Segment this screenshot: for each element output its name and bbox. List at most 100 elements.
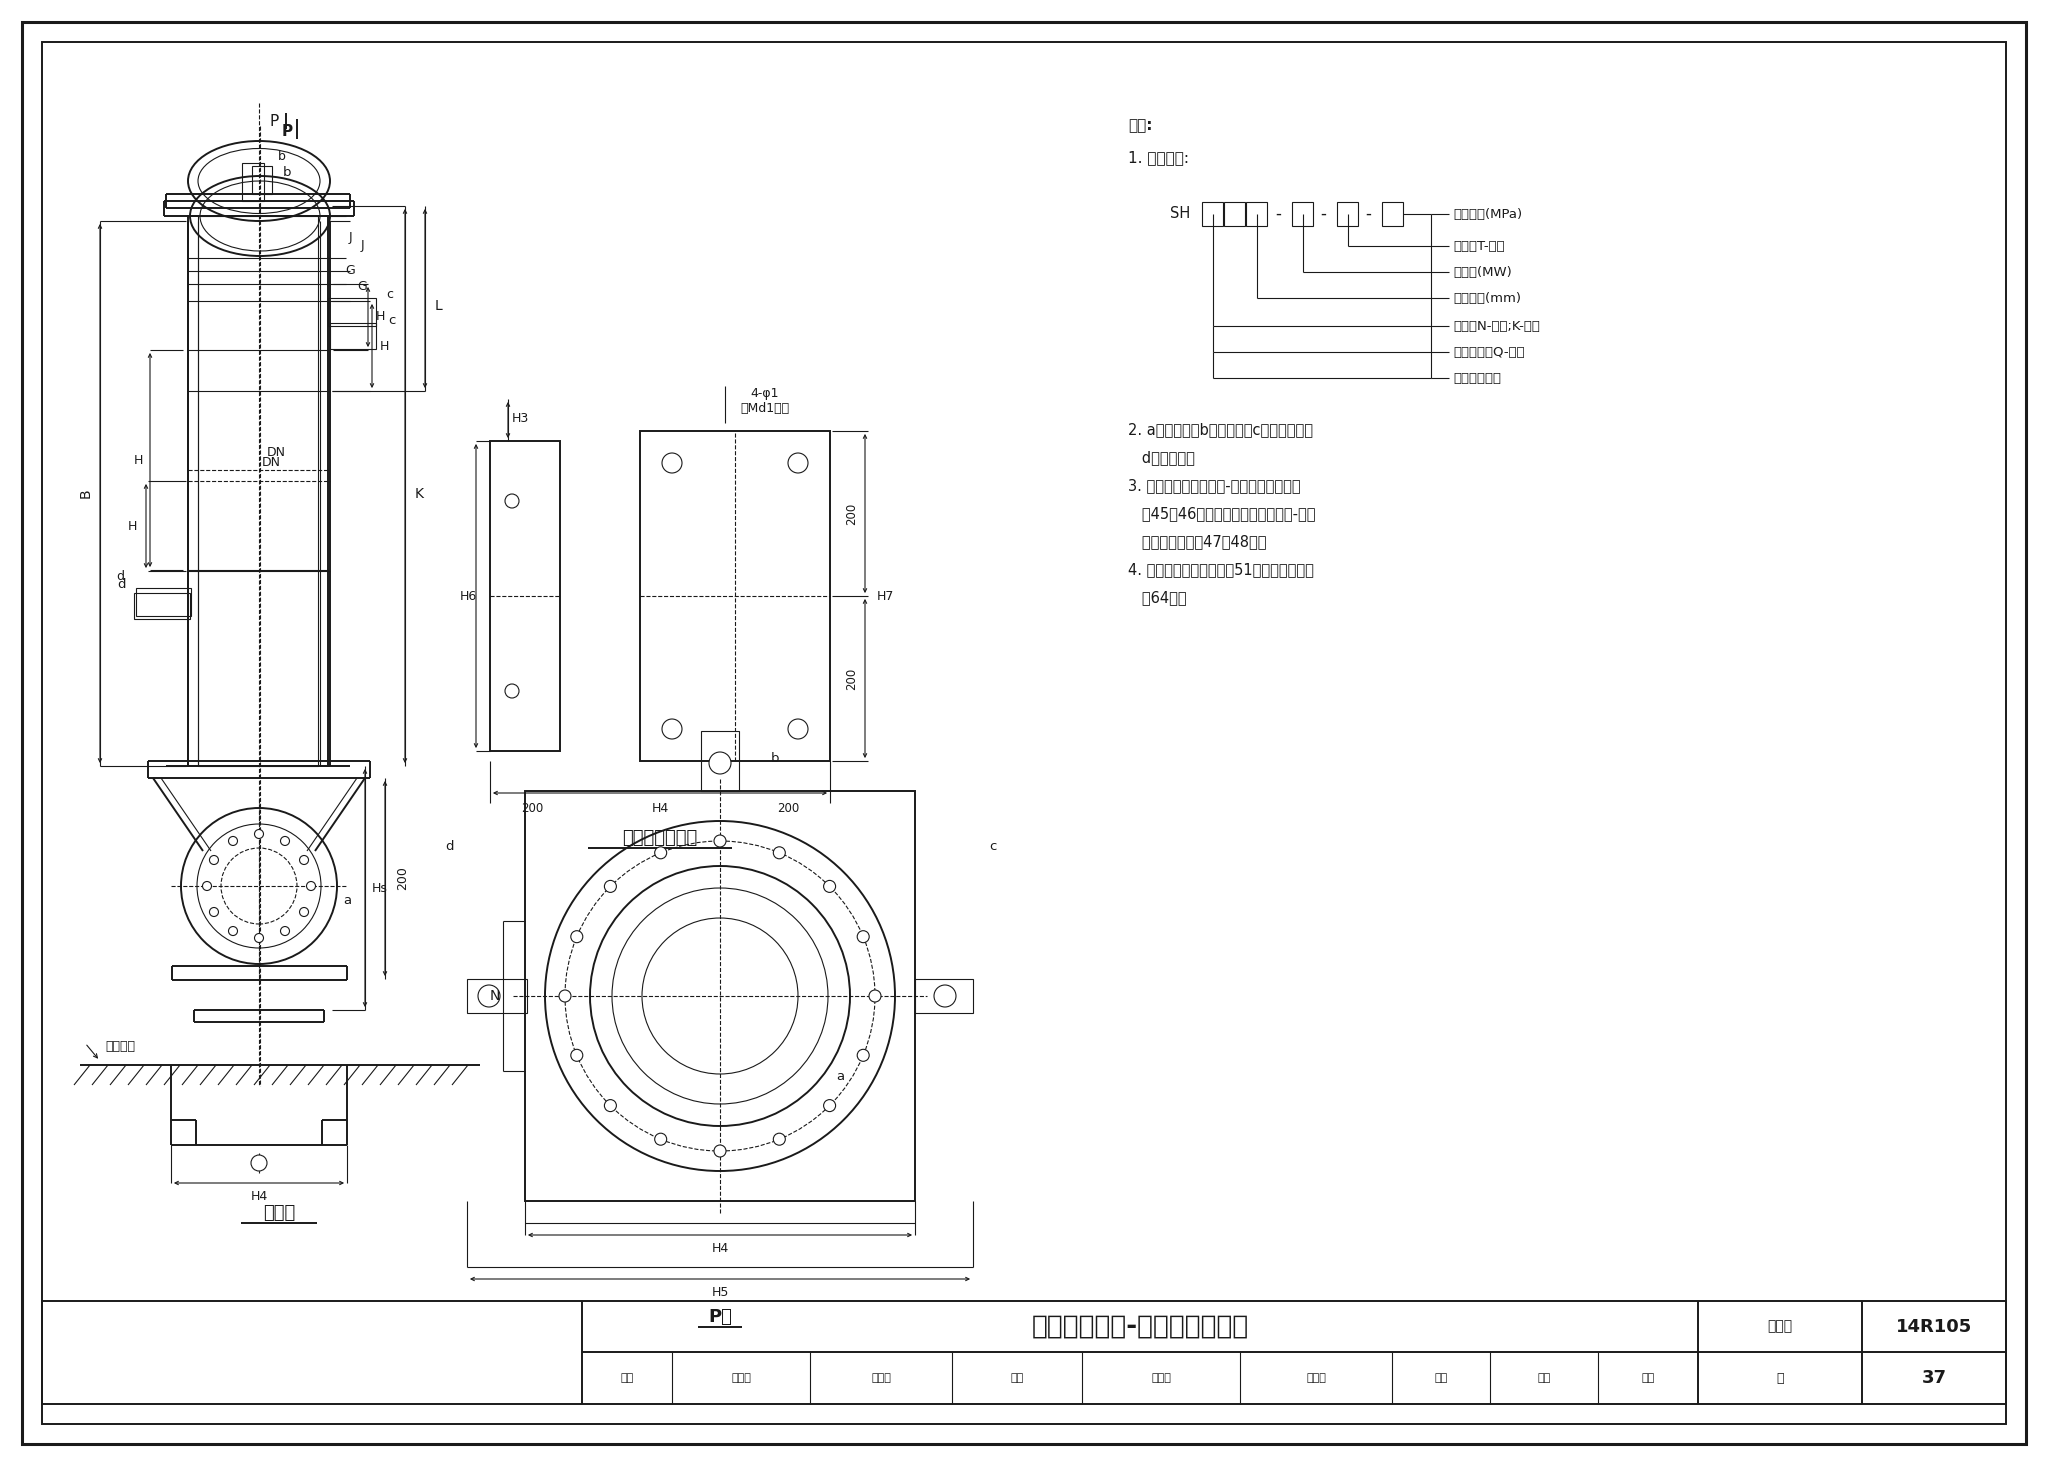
Circle shape xyxy=(299,856,309,865)
Circle shape xyxy=(934,985,956,1007)
Text: d为疏水口。: d为疏水口。 xyxy=(1128,450,1194,466)
Text: d: d xyxy=(117,578,127,591)
Text: 1. 型号说明:: 1. 型号说明: xyxy=(1128,151,1190,166)
Bar xyxy=(1292,202,1313,226)
Text: 200: 200 xyxy=(397,866,410,890)
Text: N: N xyxy=(489,990,500,1003)
Circle shape xyxy=(709,752,731,774)
Text: DN: DN xyxy=(262,456,281,469)
Text: G: G xyxy=(356,280,367,293)
Circle shape xyxy=(571,1050,584,1061)
Text: 37: 37 xyxy=(1921,1369,1946,1387)
Bar xyxy=(1382,202,1403,226)
Circle shape xyxy=(254,934,264,943)
Circle shape xyxy=(715,836,725,847)
Text: 4. 换热器安装尺寸参见第51页，基础图参见: 4. 换热器安装尺寸参见第51页，基础图参见 xyxy=(1128,563,1315,578)
Text: -: - xyxy=(1321,205,1325,223)
Text: 用途：N-供暖;K-空调: 用途：N-供暖;K-空调 xyxy=(1452,320,1540,333)
Text: 200: 200 xyxy=(520,802,543,815)
Text: H4: H4 xyxy=(711,1243,729,1255)
Bar xyxy=(524,792,915,1201)
Bar xyxy=(467,979,526,1013)
Text: 立面图: 立面图 xyxy=(262,1204,295,1223)
Text: 刘芃: 刘芃 xyxy=(1538,1374,1550,1382)
Circle shape xyxy=(715,1145,725,1157)
Text: 3. 管壳式供暖用立式汽-水换热器尺寸参见: 3. 管壳式供暖用立式汽-水换热器尺寸参见 xyxy=(1128,478,1300,494)
Text: H: H xyxy=(127,519,137,532)
Circle shape xyxy=(209,907,219,916)
Text: 14R105: 14R105 xyxy=(1896,1318,1972,1336)
Bar xyxy=(1225,202,1245,226)
Text: H4: H4 xyxy=(250,1190,268,1204)
Text: H5: H5 xyxy=(711,1287,729,1299)
Text: 支座安装尺寸图: 支座安装尺寸图 xyxy=(623,828,698,847)
Bar xyxy=(43,1300,2005,1404)
Text: 冯继蕾: 冯继蕾 xyxy=(731,1374,752,1382)
Bar xyxy=(639,431,829,761)
Bar xyxy=(489,441,559,751)
Text: H4: H4 xyxy=(651,802,668,815)
Text: 2. a为进水口，b为出水口，c为蒸汽进口，: 2. a为进水口，b为出水口，c为蒸汽进口， xyxy=(1128,422,1313,437)
Text: B: B xyxy=(80,488,92,498)
Text: 签名: 签名 xyxy=(1640,1374,1655,1382)
Circle shape xyxy=(559,990,571,1001)
Circle shape xyxy=(788,453,809,474)
Text: DN: DN xyxy=(266,446,285,459)
Text: c: c xyxy=(989,840,997,853)
Text: H6: H6 xyxy=(459,589,477,603)
Text: 校对: 校对 xyxy=(1010,1374,1024,1382)
Text: 图集号: 图集号 xyxy=(1767,1319,1792,1334)
Text: b: b xyxy=(279,150,287,163)
Text: P: P xyxy=(270,113,279,129)
Circle shape xyxy=(307,881,315,890)
Text: -: - xyxy=(1366,205,1370,223)
Text: d: d xyxy=(117,570,125,583)
Circle shape xyxy=(281,927,289,935)
Bar xyxy=(188,216,328,767)
Bar xyxy=(252,166,272,194)
Circle shape xyxy=(299,907,309,916)
Text: 第45、46页；管壳式空调用立式汽-水换: 第45、46页；管壳式空调用立式汽-水换 xyxy=(1128,506,1315,522)
Text: c: c xyxy=(387,287,393,301)
Text: 王丹丹: 王丹丹 xyxy=(1151,1374,1171,1382)
Text: 热媒种类：Q-蒸汽: 热媒种类：Q-蒸汽 xyxy=(1452,346,1524,359)
Text: G: G xyxy=(346,264,354,277)
Bar xyxy=(1202,202,1223,226)
Text: 双纹管换热器: 双纹管换热器 xyxy=(1452,371,1501,384)
Circle shape xyxy=(281,837,289,846)
Circle shape xyxy=(858,931,868,943)
Circle shape xyxy=(788,718,809,739)
Text: 页: 页 xyxy=(1776,1372,1784,1384)
Text: 设计: 设计 xyxy=(1434,1374,1448,1382)
Bar xyxy=(242,163,264,201)
Circle shape xyxy=(506,685,518,698)
Circle shape xyxy=(571,931,584,943)
Text: 孙晗雁: 孙晗雁 xyxy=(870,1374,891,1382)
Bar xyxy=(1337,202,1358,226)
Text: 换热量(MW): 换热量(MW) xyxy=(1452,265,1511,279)
Text: c: c xyxy=(389,314,395,327)
Circle shape xyxy=(655,1133,668,1145)
Text: 设计压力(MPa): 设计压力(MPa) xyxy=(1452,208,1522,220)
Text: 200: 200 xyxy=(846,503,858,525)
Circle shape xyxy=(203,881,211,890)
Circle shape xyxy=(506,494,518,509)
Circle shape xyxy=(655,847,668,859)
Circle shape xyxy=(252,1155,266,1171)
Text: H: H xyxy=(375,311,385,324)
Bar xyxy=(199,216,317,767)
Bar xyxy=(330,323,377,349)
Circle shape xyxy=(662,453,682,474)
Circle shape xyxy=(823,881,836,893)
Text: 200: 200 xyxy=(846,667,858,689)
Text: K: K xyxy=(414,487,424,500)
Text: b: b xyxy=(283,167,291,179)
Text: H3: H3 xyxy=(512,412,528,425)
Text: 型式：T-立式: 型式：T-立式 xyxy=(1452,239,1505,252)
Circle shape xyxy=(229,927,238,935)
Text: a: a xyxy=(342,894,350,907)
Bar xyxy=(700,732,739,792)
Circle shape xyxy=(604,881,616,893)
Circle shape xyxy=(858,1050,868,1061)
Circle shape xyxy=(604,1100,616,1111)
